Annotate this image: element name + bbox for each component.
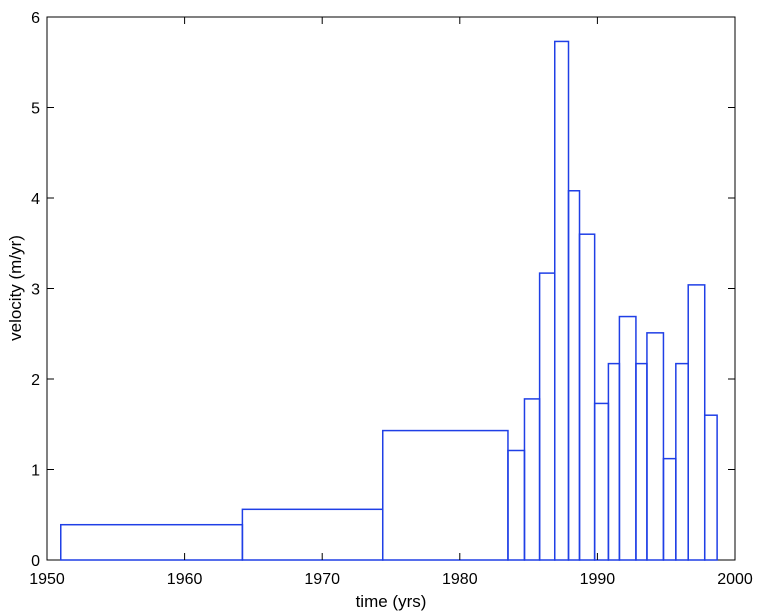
x-tick-label: 1980: [442, 571, 478, 588]
bar-17: [703, 414, 718, 561]
y-tick-label: 3: [31, 282, 40, 299]
bar-13: [646, 332, 665, 561]
y-tick-label: 2: [31, 372, 40, 389]
y-axis-label: velocity (m/yr): [6, 235, 25, 341]
plot-area: [46, 16, 736, 561]
y-tick-label: 1: [31, 463, 40, 480]
x-axis: 1950 1960 1970 1980 1990 2000: [29, 17, 753, 588]
y-axis: 0 1 2 3 4 5 6: [31, 10, 735, 570]
x-tick-label: 1950: [29, 571, 65, 588]
bars-layer: [60, 40, 718, 561]
y-tick-label: 4: [31, 191, 40, 208]
x-tick-label: 1990: [580, 571, 616, 588]
x-tick-label: 1960: [167, 571, 203, 588]
x-axis-label: time (yrs): [356, 592, 427, 611]
bar-8: [578, 233, 596, 561]
x-tick-label: 1970: [304, 571, 340, 588]
y-tick-label: 5: [31, 101, 40, 118]
y-tick-label: 0: [31, 553, 40, 570]
y-tick-label: 6: [31, 10, 40, 27]
x-tick-label: 2000: [717, 571, 753, 588]
